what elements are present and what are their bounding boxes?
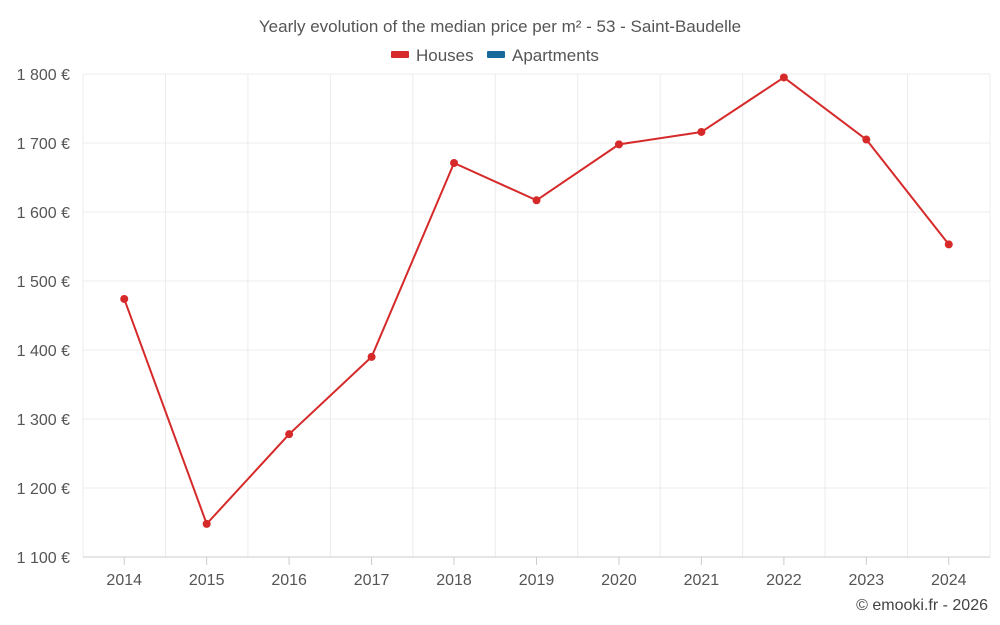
legend-label-apartments: Apartments [512, 46, 599, 65]
y-tick-label: 1 500 € [17, 274, 70, 291]
x-tick-label: 2016 [271, 572, 307, 589]
x-tick-label: 2022 [766, 572, 802, 589]
legend-item-houses[interactable]: Houses [391, 46, 474, 65]
legend-label-houses: Houses [416, 46, 474, 65]
data-point-houses-2022[interactable] [779, 73, 788, 82]
x-tick-label: 2017 [354, 572, 390, 589]
y-gridlines [83, 73, 990, 489]
y-tick-label: 1 300 € [17, 412, 70, 429]
y-tick-label: 1 400 € [17, 343, 70, 360]
legend-swatch-houses [391, 51, 409, 58]
legend-swatch-apartments [487, 51, 505, 58]
chart-title: Yearly evolution of the median price per… [259, 17, 741, 36]
x-tick-label: 2015 [189, 572, 225, 589]
data-point-houses-2015[interactable] [202, 519, 211, 528]
y-tick-label: 1 800 € [17, 67, 70, 84]
data-point-houses-2019[interactable] [532, 196, 541, 205]
y-tick-label: 1 100 € [17, 550, 70, 567]
x-tick-label: 2014 [106, 572, 142, 589]
legend: Houses Apartments [391, 46, 599, 65]
x-tick-label: 2023 [849, 572, 885, 589]
x-tick-label: 2024 [931, 572, 967, 589]
credit-text: © emooki.fr - 2026 [856, 597, 988, 614]
y-tick-label: 1 200 € [17, 481, 70, 498]
data-point-houses-2017[interactable] [367, 352, 376, 361]
series-houses [120, 73, 953, 528]
data-point-houses-2018[interactable] [450, 159, 459, 168]
data-point-houses-2014[interactable] [120, 294, 129, 303]
x-tick-label: 2019 [519, 572, 555, 589]
x-tick-label: 2020 [601, 572, 637, 589]
y-tick-label: 1 700 € [17, 136, 70, 153]
data-point-houses-2016[interactable] [285, 430, 294, 439]
data-point-houses-2021[interactable] [697, 127, 706, 136]
data-point-houses-2023[interactable] [862, 135, 871, 144]
y-tick-label: 1 600 € [17, 205, 70, 222]
x-tick-label: 2018 [436, 572, 472, 589]
x-gridlines [82, 74, 991, 557]
data-point-houses-2024[interactable] [944, 240, 953, 249]
data-point-houses-2020[interactable] [614, 140, 623, 149]
x-tick-label: 2021 [684, 572, 720, 589]
y-axis-ticks: 1 100 € 1 200 € 1 300 € 1 400 € 1 500 € 1 600… [17, 67, 70, 567]
x-axis-ticks: 2014 2015 2016 2017 2018 2019 2020 2021 2022 2023… [106, 557, 967, 589]
legend-item-apartments[interactable]: Apartments [487, 46, 599, 65]
